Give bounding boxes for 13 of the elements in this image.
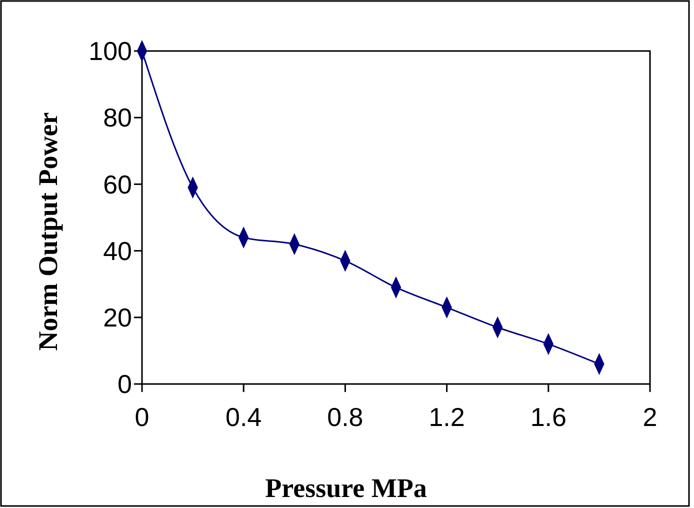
y-tick-label: 20 — [103, 302, 132, 332]
y-tick-label: 80 — [103, 102, 132, 133]
x-axis-title: Pressure MPa — [265, 473, 428, 503]
y-axis-title: Norm Output Power — [33, 112, 63, 351]
x-tick-label: 1.2 — [428, 402, 465, 432]
x-tick-label: 0.8 — [327, 402, 364, 432]
x-tick-label: 2 — [642, 402, 658, 432]
y-tick-label: 100 — [88, 36, 132, 66]
y-tick-label: 60 — [103, 169, 132, 200]
y-tick-label: 0 — [118, 369, 132, 400]
y-tick-label: 40 — [103, 236, 132, 266]
x-tick-label: 0.4 — [226, 402, 262, 432]
x-tick-label: 1.6 — [530, 402, 566, 432]
